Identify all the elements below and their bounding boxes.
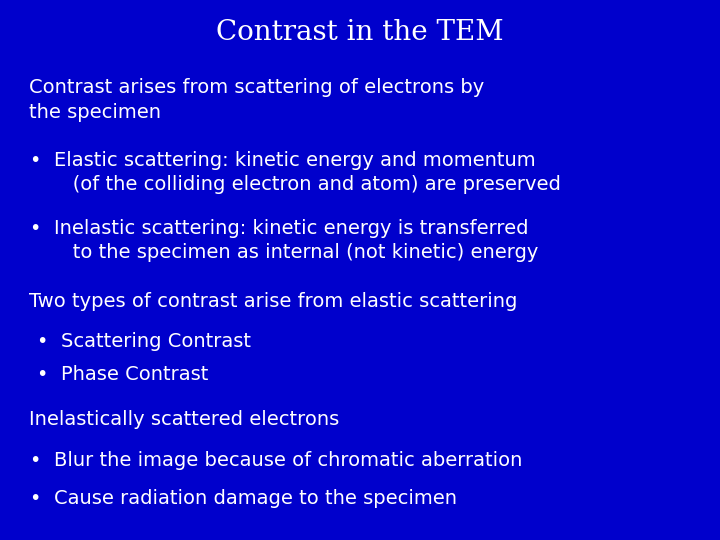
Text: Cause radiation damage to the specimen: Cause radiation damage to the specimen [54, 489, 457, 508]
Text: •: • [29, 219, 40, 238]
Text: Inelastic scattering: kinetic energy is transferred
   to the specimen as intern: Inelastic scattering: kinetic energy is … [54, 219, 539, 262]
Text: •: • [29, 489, 40, 508]
Text: Inelastically scattered electrons: Inelastically scattered electrons [29, 410, 339, 429]
Text: •: • [36, 364, 48, 383]
Text: •: • [29, 151, 40, 170]
Text: •: • [36, 332, 48, 351]
Text: Blur the image because of chromatic aberration: Blur the image because of chromatic aber… [54, 451, 523, 470]
Text: Two types of contrast arise from elastic scattering: Two types of contrast arise from elastic… [29, 292, 517, 310]
Text: Scattering Contrast: Scattering Contrast [61, 332, 251, 351]
Text: Contrast in the TEM: Contrast in the TEM [216, 19, 504, 46]
Text: Phase Contrast: Phase Contrast [61, 364, 209, 383]
Text: •: • [29, 451, 40, 470]
Text: Contrast arises from scattering of electrons by
the specimen: Contrast arises from scattering of elect… [29, 78, 484, 122]
Text: Elastic scattering: kinetic energy and momentum
   (of the colliding electron an: Elastic scattering: kinetic energy and m… [54, 151, 561, 194]
